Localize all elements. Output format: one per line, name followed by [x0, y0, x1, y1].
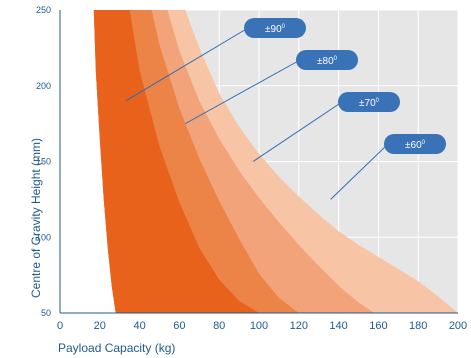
x-tick-label: 0 [57, 320, 63, 332]
callout-pill [244, 18, 306, 38]
callout-1: ±900 [125, 18, 306, 102]
y-tick-label: 200 [36, 81, 51, 91]
x-tick-label: 80 [213, 320, 225, 332]
x-tick-label: 120 [290, 320, 308, 332]
callout-label: ±800 [317, 56, 338, 67]
callout-label: ±900 [265, 24, 286, 35]
y-tick-label: 50 [41, 308, 51, 318]
callout-pill [296, 50, 358, 70]
callout-3: ±700 [252, 92, 400, 162]
callout-pill [338, 92, 400, 112]
area-series-4 [93, 10, 259, 313]
callout-leader-line [125, 27, 249, 102]
callout-leader-line [330, 143, 389, 200]
x-tick-label: 100 [250, 320, 268, 332]
callout-leader-line [185, 59, 301, 125]
y-axis-title: Centre of Gravity Height (mm) [29, 138, 43, 298]
callouts: ±900 ±800 ±700 ±600 [125, 18, 446, 200]
ticks: 0 20 40 60 80 100 120 140 160 180 200 50 100 150 200 25… [36, 5, 467, 332]
x-tick-label: 180 [409, 320, 427, 332]
areas [93, 10, 458, 313]
y-tick-label: 100 [36, 232, 51, 242]
callout-label: ±600 [405, 140, 426, 151]
inner-boundary-region [60, 10, 116, 313]
x-tick-label: 40 [133, 320, 145, 332]
x-axis-title: Payload Capacity (kg) [58, 341, 175, 355]
callout-2: ±800 [185, 50, 358, 125]
x-tick-label: 140 [329, 320, 347, 332]
fill-boundary [60, 10, 116, 313]
callout-pill [384, 134, 446, 154]
y-tick-label: 250 [36, 5, 51, 15]
callout-leader-line [252, 101, 343, 162]
x-tick-label: 160 [369, 320, 387, 332]
x-tick-label: 60 [173, 320, 185, 332]
callout-label: ±700 [359, 98, 380, 109]
callout-4: ±600 [330, 134, 446, 200]
x-tick-label: 20 [94, 320, 106, 332]
x-tick-label: 200 [449, 320, 467, 332]
y-tick-label: 150 [36, 157, 51, 167]
